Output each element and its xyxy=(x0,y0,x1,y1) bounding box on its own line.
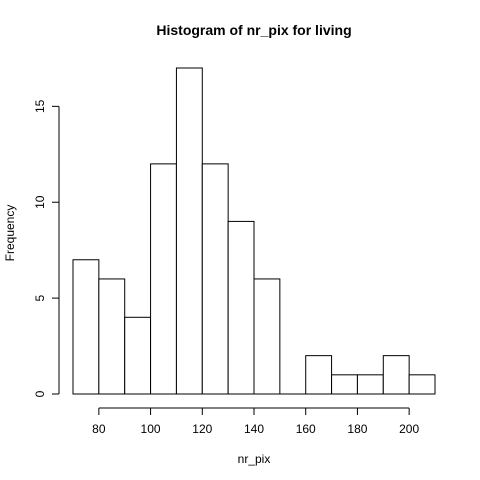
x-tick-label: 140 xyxy=(244,422,264,436)
histogram-bar-11 xyxy=(356,374,384,395)
x-tick-label: 180 xyxy=(347,422,367,436)
histogram-bar-12 xyxy=(382,355,410,395)
y-axis-label: Frequency xyxy=(3,205,17,262)
histogram-bar-0 xyxy=(72,259,100,395)
x-tick-label: 200 xyxy=(399,422,419,436)
y-tick-label: 15 xyxy=(33,99,47,113)
chart-title: Histogram of nr_pix for living xyxy=(156,22,351,38)
x-axis: 80 100 120 140 160 180 200 xyxy=(92,407,419,436)
histogram-bar-4 xyxy=(175,67,203,395)
histogram-bars xyxy=(72,67,436,395)
y-tick-label: 10 xyxy=(33,195,47,209)
histogram-bar-1 xyxy=(98,278,126,395)
histogram-bar-9 xyxy=(305,355,333,395)
y-axis: 0 5 10 15 xyxy=(33,99,60,397)
y-tick-label: 5 xyxy=(33,294,47,301)
y-tick-label: 0 xyxy=(33,390,47,397)
histogram-bar-7 xyxy=(253,278,281,395)
histogram-bar-5 xyxy=(201,163,229,395)
x-tick-label: 80 xyxy=(92,422,106,436)
histogram-bar-2 xyxy=(124,316,152,395)
histogram-bar-10 xyxy=(331,374,358,395)
x-tick-label: 100 xyxy=(141,422,161,436)
x-axis-label: nr_pix xyxy=(238,452,271,466)
x-tick-label: 120 xyxy=(192,422,212,436)
histogram-bar-3 xyxy=(150,163,177,395)
histogram-bar-6 xyxy=(227,220,255,395)
histogram-bar-13 xyxy=(408,374,436,395)
x-tick-label: 160 xyxy=(296,422,316,436)
